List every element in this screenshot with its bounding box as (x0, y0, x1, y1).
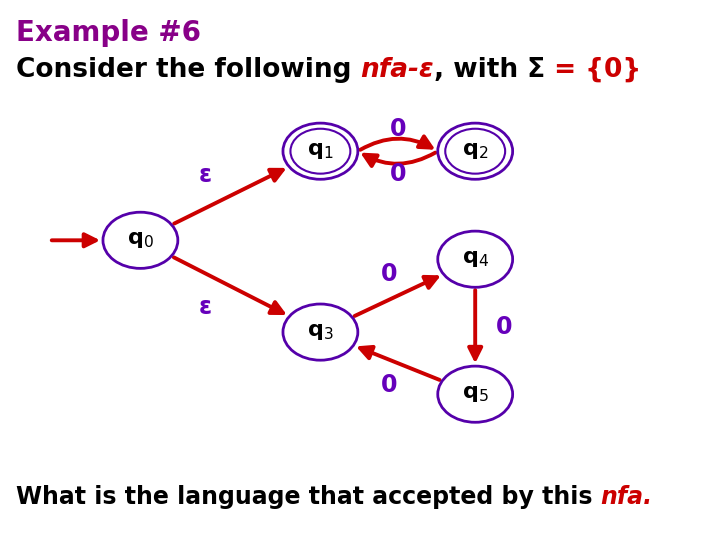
Circle shape (438, 123, 513, 179)
Text: $\mathbf{q}_0$: $\mathbf{q}_0$ (127, 230, 154, 251)
Text: 0: 0 (390, 117, 406, 140)
Text: , with Σ: , with Σ (434, 57, 545, 83)
Text: $\mathbf{q}_3$: $\mathbf{q}_3$ (307, 322, 333, 342)
Text: 0: 0 (381, 262, 397, 286)
Circle shape (283, 304, 358, 360)
Circle shape (438, 366, 513, 422)
Circle shape (438, 231, 513, 287)
Text: $\mathbf{q}_4$: $\mathbf{q}_4$ (462, 249, 489, 269)
Text: nfa.: nfa. (600, 485, 653, 509)
Text: $\mathbf{q}_1$: $\mathbf{q}_1$ (307, 141, 333, 161)
Text: $\mathbf{q}_2$: $\mathbf{q}_2$ (462, 141, 488, 161)
Text: = {0}: = {0} (545, 57, 642, 83)
Text: nfa-ε: nfa-ε (361, 57, 434, 83)
Text: 0: 0 (390, 162, 406, 186)
Text: 0: 0 (496, 315, 512, 339)
Text: Consider the following: Consider the following (16, 57, 361, 83)
Circle shape (283, 123, 358, 179)
Text: 0: 0 (381, 373, 397, 397)
Text: ε: ε (199, 295, 212, 319)
Text: ε: ε (199, 163, 212, 187)
Text: What is the language that accepted by this: What is the language that accepted by th… (16, 485, 600, 509)
Text: Example #6: Example #6 (16, 19, 201, 47)
Text: $\mathbf{q}_5$: $\mathbf{q}_5$ (462, 384, 489, 404)
Circle shape (103, 212, 178, 268)
